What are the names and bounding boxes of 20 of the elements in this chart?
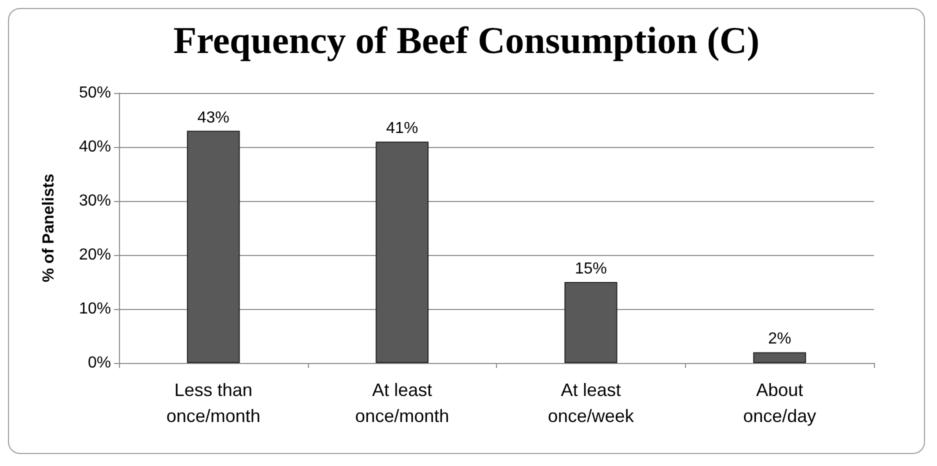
y-tick-label: 0% [88, 354, 111, 372]
y-tick-label: 20% [78, 246, 111, 264]
chart-title: Frequency of Beef Consumption (C) [173, 20, 760, 62]
x-tick-label: At least once/week [548, 380, 635, 426]
bar [753, 352, 806, 363]
y-tick-label: 40% [78, 138, 111, 156]
y-axis-title: % of Panelists [40, 174, 58, 282]
y-tick-label: 10% [78, 300, 111, 318]
x-tick-label: At least once/month [355, 380, 450, 426]
data-label: 41% [386, 120, 418, 138]
bar [186, 130, 240, 363]
y-tick-label: 30% [78, 192, 111, 210]
y-tick-label: 50% [78, 84, 111, 102]
data-label: 43% [197, 109, 230, 126]
bar [564, 282, 618, 363]
bar [376, 142, 429, 363]
x-tick-label: Less than once/month [166, 380, 260, 426]
data-label: 15% [574, 260, 607, 278]
x-tick-label: About once/day [743, 380, 816, 426]
data-label: 2% [768, 330, 792, 348]
